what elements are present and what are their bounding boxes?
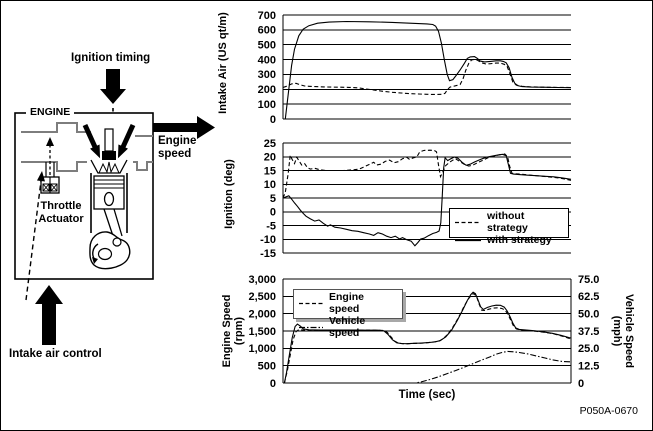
y2-tick-label: 75.0 xyxy=(578,274,599,286)
y-tick-label: 500 xyxy=(258,360,276,372)
y-tick-label: 5 xyxy=(270,193,276,205)
engine-speed-label: Engine speed xyxy=(158,135,197,160)
y-tick-label: 25 xyxy=(264,138,276,150)
legend-row-engine-speed: Engine speed xyxy=(299,291,397,315)
series-ignition_without_strategy xyxy=(282,149,572,199)
y-tick-label: 1,500 xyxy=(248,326,276,338)
y-tick-label: -15 xyxy=(260,248,276,260)
y-tick-label: 15 xyxy=(264,165,276,177)
legend-row-without-strategy: without strategy xyxy=(455,210,563,234)
intake-pipes xyxy=(21,122,153,172)
y-tick-label: 400 xyxy=(258,54,276,66)
engine-box xyxy=(14,112,154,280)
dashed-line-sample-icon xyxy=(299,302,323,304)
ignition-timing-label: Ignition timing xyxy=(71,52,151,64)
y-tick-label: 20 xyxy=(264,152,276,164)
y-tick-label: 10 xyxy=(264,179,276,191)
ignition-axis-title: Ignition (deg) xyxy=(223,159,235,229)
legend-label: without strategy xyxy=(487,210,528,234)
intake-control-arrowhead-icon xyxy=(37,171,45,182)
y-tick-label: 500 xyxy=(258,40,276,52)
series-intake_without_strategy xyxy=(282,58,572,96)
spark-plug-tip-icon xyxy=(102,151,116,160)
speed-legend: Engine speed Vehicle speed xyxy=(293,289,403,339)
series-intake_with_strategy xyxy=(284,20,572,120)
throttle-actuator-label: Throttle Actuator xyxy=(38,200,84,225)
y2-tick-label: 62.5 xyxy=(578,291,599,303)
engine-speed-arrow-icon xyxy=(153,116,215,139)
dashed-line-sample-icon xyxy=(455,221,481,223)
y-tick-label: 1,000 xyxy=(248,343,276,355)
time-axis-title: Time (sec) xyxy=(398,389,456,401)
intake-air-control-label: Intake air control xyxy=(9,348,102,360)
spark-plug-icon xyxy=(104,128,114,152)
crankshaft-icon xyxy=(89,231,131,270)
dashdot-line-sample-icon xyxy=(299,326,323,328)
intake-air-axis-title: Intake Air (US qt/m) xyxy=(217,12,229,114)
y2-tick-label: 37.5 xyxy=(578,326,599,338)
engine-diagram xyxy=(14,69,215,345)
piston-assembly xyxy=(90,173,128,240)
series-engine_speed_with_strategy xyxy=(283,291,572,384)
y2-tick-label: 0 xyxy=(578,378,584,390)
y-tick-label: 100 xyxy=(258,99,276,111)
legend-label: with strategy xyxy=(487,234,552,246)
y-tick-label: 600 xyxy=(258,25,276,37)
y2-tick-label: 25.0 xyxy=(578,343,599,355)
y-tick-label: 0 xyxy=(270,378,276,390)
y-tick-label: 0 xyxy=(270,207,276,219)
y-tick-label: 3,000 xyxy=(248,274,276,286)
throttle-actuator-icon xyxy=(40,162,60,194)
y2-tick-label: 50.0 xyxy=(578,308,599,320)
vehicle-speed-axis-title: Vehicle Speed (mph) xyxy=(611,294,635,368)
engine-box-label: ENGINE xyxy=(26,106,75,119)
y-tick-label: -5 xyxy=(266,220,276,232)
figure-code: P050A-0670 xyxy=(579,405,638,417)
legend-row-vehicle-speed: Vehicle speed xyxy=(299,315,397,339)
y2-tick-label: 12.5 xyxy=(578,360,599,372)
actuator-arrowhead-icon xyxy=(46,137,54,146)
engine-speed-axis-title: Engine Speed (rpm) xyxy=(221,294,245,368)
intake-control-dashed-line xyxy=(25,180,42,301)
solid-line-sample-icon xyxy=(455,239,481,241)
y-tick-label: 300 xyxy=(258,69,276,81)
legend-label: Engine speed xyxy=(329,291,365,315)
y-tick-label: 2,500 xyxy=(248,291,276,303)
y-tick-label: 200 xyxy=(258,84,276,96)
ignition-timing-arrow-icon xyxy=(100,69,126,104)
combustion-chamber xyxy=(90,159,128,174)
series-ignition_with_strategy xyxy=(282,153,572,247)
y-tick-label: 700 xyxy=(258,10,276,22)
legend-label: Vehicle speed xyxy=(329,315,366,339)
series-vehicle_speed xyxy=(283,350,572,384)
y-tick-label: 2,000 xyxy=(248,308,276,320)
ignition-legend: without strategy with strategy xyxy=(449,208,569,246)
spark-burst-icon xyxy=(98,161,120,174)
intake-air-arrow-icon xyxy=(35,285,63,345)
valve-arrows-icon xyxy=(82,123,136,159)
legend-row-with-strategy: with strategy xyxy=(455,234,563,246)
y-tick-label: 0 xyxy=(270,114,276,126)
y-tick-label: -10 xyxy=(260,234,276,246)
